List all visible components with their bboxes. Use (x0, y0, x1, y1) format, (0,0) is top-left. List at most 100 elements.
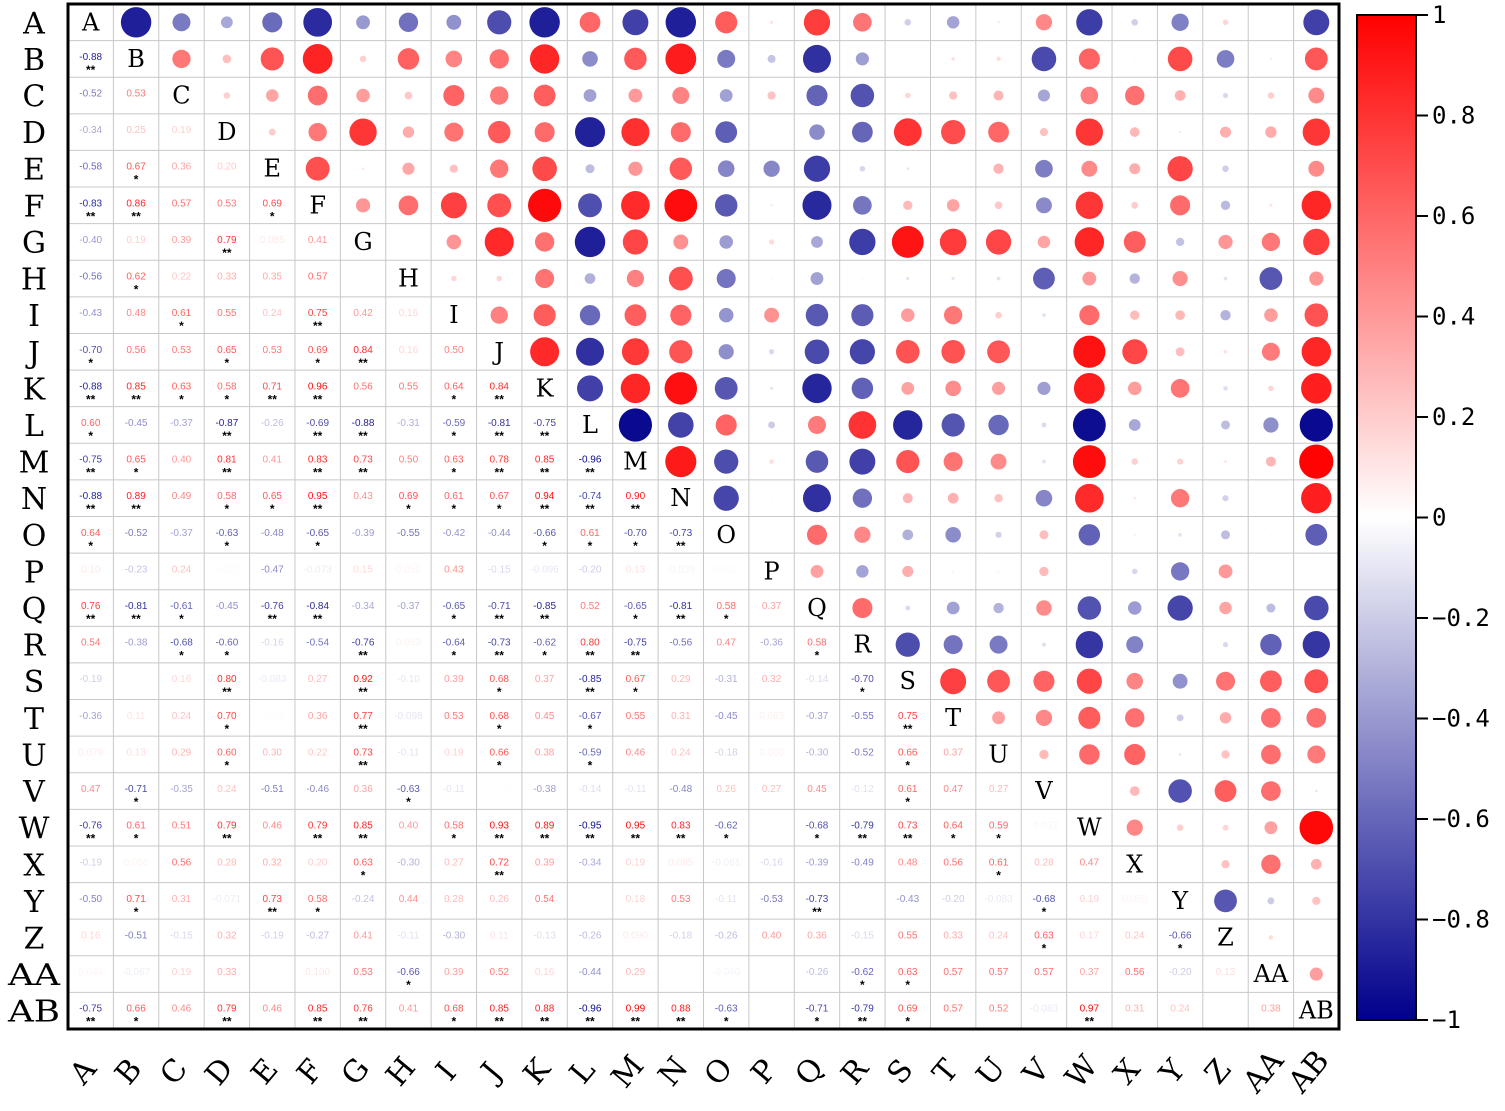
y-tick-label: E (23, 153, 45, 188)
correlation-circle (361, 167, 365, 171)
correlation-circle (946, 199, 960, 212)
correlation-circle (941, 340, 965, 364)
correlation-value: -0.69 (306, 418, 329, 429)
correlation-circle (1214, 780, 1237, 802)
correlation-value: 0.51 (172, 821, 192, 832)
correlation-circle (717, 49, 736, 68)
correlation-circle (941, 120, 966, 145)
correlation-circle (802, 190, 832, 220)
correlation-circle (532, 156, 557, 182)
diagonal-label: P (764, 557, 780, 585)
correlation-value: 0.28 (444, 894, 464, 905)
correlation-circle (1304, 669, 1329, 694)
correlation-value: 0.89 (535, 821, 555, 832)
correlation-value: -0.52 (851, 747, 874, 758)
correlation-value: 0.46 (263, 1004, 283, 1015)
correlation-circle (444, 122, 464, 142)
correlation-circle (1264, 821, 1278, 835)
correlation-value: -0.067 (122, 967, 151, 978)
correlation-value: 0.49 (172, 491, 192, 502)
correlation-circle (445, 50, 463, 68)
correlation-circle (1307, 745, 1326, 764)
correlation-value: 0.20 (217, 162, 237, 173)
correlation-circle (1037, 89, 1051, 102)
correlation-circle (172, 13, 191, 32)
correlation-value: 0.64 (81, 528, 101, 539)
significance-mark: * (905, 795, 910, 809)
significance-mark: * (225, 758, 230, 772)
matrix-frame (66, 2, 1341, 1031)
significance-mark: * (315, 539, 320, 553)
correlation-value: 0.90 (626, 491, 646, 502)
correlation-circle (1214, 889, 1237, 913)
correlation-value: -0.68 (806, 821, 829, 832)
correlation-circle (624, 304, 647, 327)
correlation-value: -0.43 (79, 308, 102, 319)
colorbar-tick-label: 0 (1432, 504, 1446, 532)
significance-mark: ** (585, 649, 595, 663)
significance-mark: * (88, 429, 93, 443)
diagonal-label: B (127, 45, 145, 73)
correlation-circle (1123, 231, 1146, 253)
significance-mark: * (497, 758, 502, 772)
correlation-value: 0.93 (489, 821, 509, 832)
significance-mark: * (996, 832, 1001, 846)
correlation-value: -0.30 (397, 857, 420, 868)
correlation-value: -0.30 (806, 747, 829, 758)
correlation-circle (574, 117, 606, 148)
y-tick-label: H (21, 263, 47, 298)
correlation-circle (1269, 203, 1273, 208)
correlation-value: 0.53 (172, 345, 192, 356)
correlation-value: -0.37 (170, 418, 193, 429)
correlation-circle (1130, 310, 1140, 320)
correlation-circle (578, 193, 602, 218)
correlation-circle (764, 307, 780, 323)
correlation-value: 0.11 (127, 711, 146, 722)
significance-mark: ** (222, 246, 232, 260)
correlation-value: 0.80 (217, 674, 237, 685)
correlation-circle (1125, 708, 1145, 728)
correlation-value: -0.34 (352, 601, 375, 612)
correlation-value: 0.24 (172, 711, 192, 722)
correlation-value: 0.92 (353, 674, 373, 685)
correlation-value: 0.001 (759, 967, 784, 978)
correlation-circle (1265, 456, 1276, 467)
correlation-circle (1036, 600, 1052, 616)
significance-mark: ** (903, 832, 913, 846)
correlation-value: -0.60 (215, 638, 238, 649)
significance-mark: * (452, 392, 457, 406)
correlation-circle (715, 414, 737, 436)
correlation-value: 0.57 (943, 1004, 963, 1015)
correlation-circle (1075, 118, 1104, 146)
y-tick-label: AB (7, 995, 60, 1030)
correlation-value: 0.72 (489, 857, 509, 868)
correlation-value: 0.95 (308, 491, 328, 502)
correlation-value: 0.16 (172, 674, 192, 685)
significance-mark: * (724, 1015, 729, 1029)
correlation-value: 0.61 (989, 857, 1009, 868)
correlation-value: 0.64 (444, 381, 464, 392)
significance-mark: ** (676, 832, 686, 846)
diagonal-label: K (536, 374, 555, 402)
correlation-value: 0.29 (172, 747, 192, 758)
correlation-circle (770, 277, 773, 280)
correlation-circle (1133, 496, 1137, 500)
correlation-value: 0.10 (81, 564, 101, 575)
correlation-value: 0.43 (353, 491, 373, 502)
correlation-value: 0.79 (217, 235, 237, 246)
correlation-circle (1219, 601, 1232, 615)
correlation-circle (904, 92, 911, 99)
correlation-value: 0.27 (444, 857, 464, 868)
correlation-circle (768, 421, 776, 429)
y-tick-label: N (21, 482, 47, 517)
correlation-value: 0.67 (626, 674, 646, 685)
correlation-value: 0.47 (81, 784, 101, 795)
correlation-value: -0.11 (715, 894, 737, 905)
correlation-circle (1035, 197, 1052, 214)
correlation-value: -0.14 (806, 674, 829, 685)
correlation-circle (1178, 532, 1183, 537)
significance-mark: * (406, 795, 411, 809)
correlation-value: -0.48 (669, 784, 692, 795)
significance-mark: ** (495, 392, 505, 406)
correlation-value: 0.59 (989, 821, 1009, 832)
